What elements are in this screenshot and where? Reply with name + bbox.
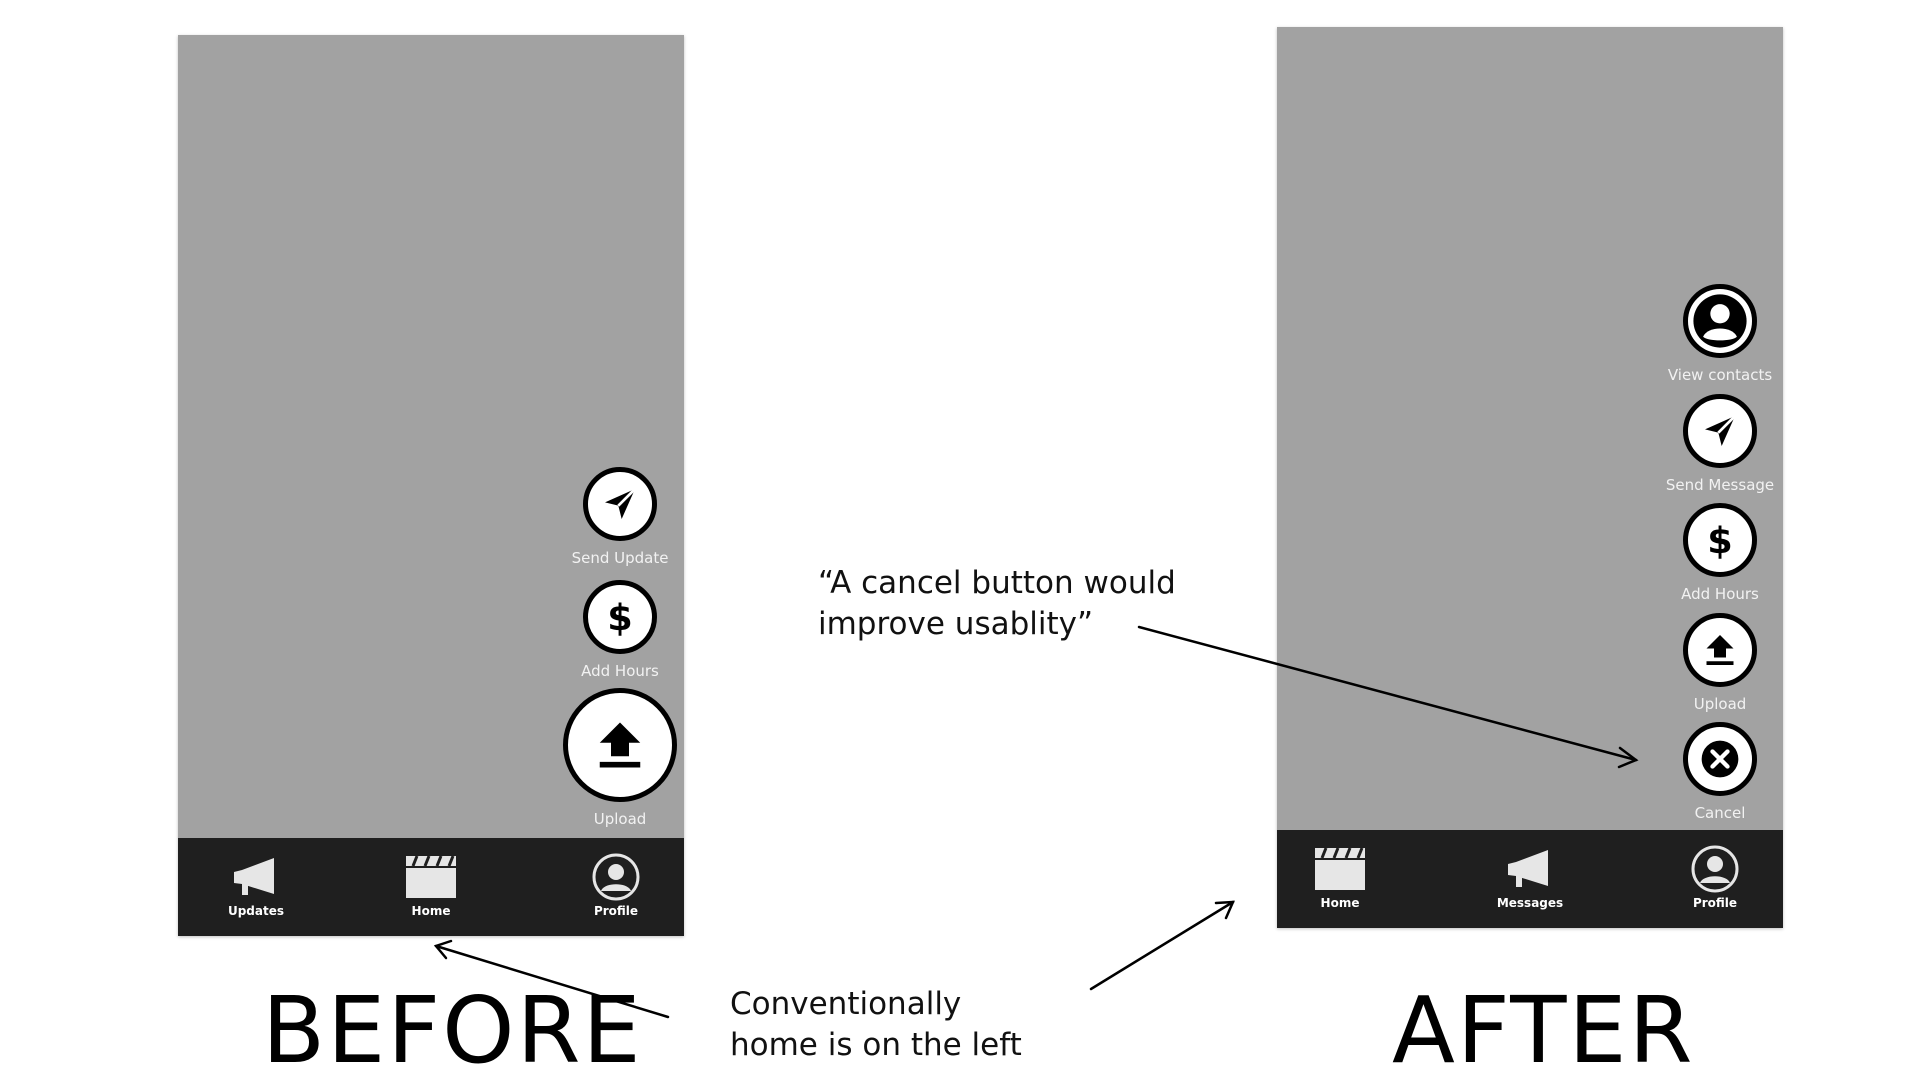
nav-label-updates: Updates bbox=[227, 904, 285, 918]
arrow-to-after-navbar bbox=[1089, 900, 1235, 991]
arrow-to-cancel-button-head bbox=[1617, 746, 1639, 769]
after-phone-screen: View contacts Send Message $ Add Hours U… bbox=[1277, 27, 1783, 928]
cancel-quote-line-2: improve usablity” bbox=[818, 606, 1094, 642]
cancel-icon bbox=[1701, 740, 1739, 778]
cancel-button[interactable] bbox=[1683, 722, 1757, 796]
add-hours-label: Add Hours bbox=[581, 662, 659, 680]
after-send-message-fab[interactable]: Send Message bbox=[1650, 394, 1790, 494]
send-message-button[interactable] bbox=[1683, 394, 1757, 468]
svg-text:$: $ bbox=[607, 596, 633, 639]
upload-label: Upload bbox=[593, 810, 647, 828]
add-hours-button[interactable]: $ bbox=[1683, 503, 1757, 577]
after-bottom-nav: Home Messages Profile bbox=[1277, 830, 1783, 928]
dollar-icon: $ bbox=[607, 596, 633, 639]
arrow-to-cancel-button bbox=[1137, 625, 1638, 762]
nav-label-messages: Messages bbox=[1496, 896, 1564, 910]
nav-item-updates[interactable]: Updates bbox=[196, 852, 316, 918]
nav-item-messages[interactable]: Messages bbox=[1470, 844, 1590, 910]
before-phone-screen: Send Update $ Add Hours Upload Updates bbox=[178, 35, 684, 936]
clapperboard-icon bbox=[406, 855, 456, 898]
before-add-hours-fab[interactable]: $ Add Hours bbox=[550, 580, 690, 680]
after-view-contacts-fab[interactable]: View contacts bbox=[1650, 284, 1790, 384]
svg-text:$: $ bbox=[1707, 519, 1733, 562]
cancel-button-quote: “A cancel button would improve usablity” bbox=[818, 563, 1176, 645]
nav-item-home[interactable]: Home bbox=[371, 852, 491, 918]
arrow-to-before-navbar-head bbox=[433, 939, 453, 960]
profile-icon bbox=[592, 853, 640, 901]
before-send-update-fab[interactable]: Send Update bbox=[550, 467, 690, 567]
nav-label-profile: Profile bbox=[1692, 896, 1738, 910]
paper-plane-icon bbox=[1705, 415, 1736, 446]
upload-button[interactable] bbox=[563, 688, 677, 802]
clapperboard-icon bbox=[1315, 847, 1365, 890]
paper-plane-icon bbox=[605, 488, 636, 519]
add-hours-label: Add Hours bbox=[1681, 585, 1759, 603]
send-update-label: Send Update bbox=[571, 549, 669, 567]
nav-label-home: Home bbox=[1320, 896, 1360, 910]
after-cancel-fab[interactable]: Cancel bbox=[1650, 722, 1790, 822]
arrow-to-after-navbar-head bbox=[1214, 900, 1235, 920]
nav-label-home: Home bbox=[411, 904, 451, 918]
cancel-label: Cancel bbox=[1694, 804, 1746, 822]
contact-icon bbox=[1693, 294, 1747, 348]
nav-label-profile: Profile bbox=[593, 904, 639, 918]
add-hours-button[interactable]: $ bbox=[583, 580, 657, 654]
after-add-hours-fab[interactable]: $ Add Hours bbox=[1650, 503, 1790, 603]
before-bottom-nav: Updates Home Profile bbox=[178, 838, 684, 936]
home-position-note: Conventionally home is on the left bbox=[730, 984, 1022, 1066]
cancel-quote-line-1: “A cancel button would bbox=[818, 565, 1176, 601]
nav-item-home[interactable]: Home bbox=[1280, 844, 1400, 910]
upload-icon bbox=[599, 722, 641, 768]
view-contacts-button[interactable] bbox=[1683, 284, 1757, 358]
view-contacts-label: View contacts bbox=[1667, 366, 1773, 384]
send-update-button[interactable] bbox=[583, 467, 657, 541]
before-upload-fab[interactable]: Upload bbox=[550, 688, 690, 828]
dollar-icon: $ bbox=[1707, 519, 1733, 562]
profile-icon bbox=[1691, 845, 1739, 893]
nav-item-profile[interactable]: Profile bbox=[1655, 844, 1775, 910]
upload-button[interactable] bbox=[1683, 613, 1757, 687]
send-message-label: Send Message bbox=[1665, 476, 1775, 494]
home-note-line-1: Conventionally bbox=[730, 986, 962, 1022]
megaphone-icon bbox=[234, 858, 274, 895]
after-upload-fab[interactable]: Upload bbox=[1650, 613, 1790, 713]
megaphone-icon bbox=[1508, 850, 1548, 887]
upload-icon bbox=[1706, 635, 1734, 665]
before-title: BEFORE bbox=[262, 977, 643, 1084]
home-note-line-2: home is on the left bbox=[730, 1027, 1022, 1063]
arrow-to-before-navbar bbox=[434, 944, 670, 1019]
nav-item-profile[interactable]: Profile bbox=[556, 852, 676, 918]
upload-label: Upload bbox=[1693, 695, 1747, 713]
after-title: AFTER bbox=[1392, 977, 1695, 1084]
